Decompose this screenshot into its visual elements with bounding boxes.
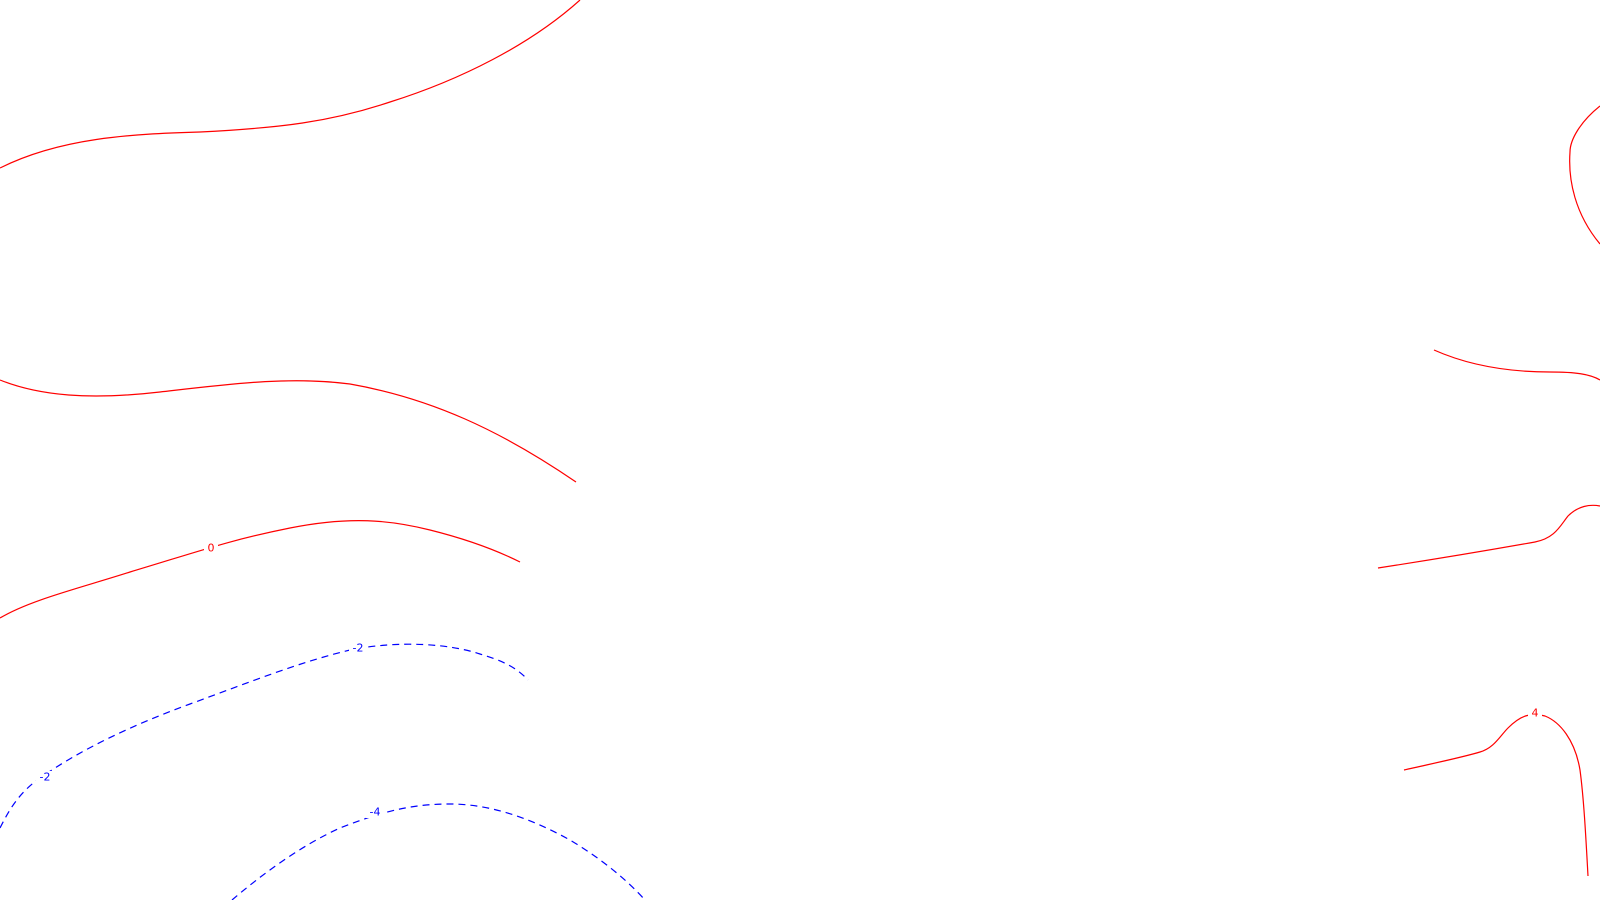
contour-line-zero: [0, 520, 521, 619]
contour-line-negative: [0, 643, 529, 829]
contour-label-zero: 0: [208, 542, 215, 555]
contour-line: [1433, 349, 1600, 381]
contour-label-negative-four: -4: [370, 806, 381, 819]
contour-label-group: 0 -2 -2 -4 4: [36, 541, 1542, 819]
contour-label-negative-two: -2: [353, 642, 364, 655]
contour-line: [1377, 504, 1600, 569]
contour-label-negative-two: -2: [40, 771, 51, 784]
contour-label-four: 4: [1532, 707, 1539, 720]
contour-line: [1569, 105, 1600, 245]
contour-line: [0, 0, 581, 169]
contour-line: [0, 379, 577, 483]
contour-line-negative: [231, 803, 646, 900]
contour-line: [1403, 713, 1589, 877]
